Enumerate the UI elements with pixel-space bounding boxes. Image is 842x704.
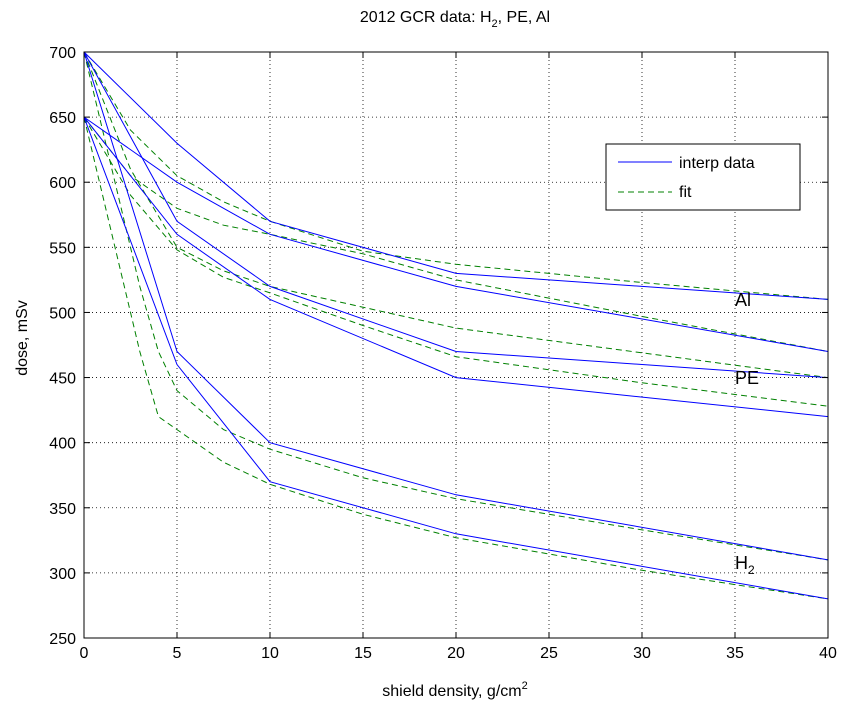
interp-line-pe [83,116,829,418]
y-tick-label: 650 [49,110,76,127]
grid [84,52,828,638]
y-tick-label: 600 [49,175,76,192]
chart-title: 2012 GCR data: H2, PE, Al [360,9,550,30]
interp-line-al [83,116,829,352]
x-tick-label: 40 [819,645,837,662]
fit-line-al [83,116,829,352]
interp-line-h2 [83,116,829,600]
fit-line-h2 [83,51,829,561]
y-tick-label: 400 [49,436,76,453]
annotation-label: H2 [735,553,755,577]
x-tick-label: 30 [633,645,651,662]
interp-line-pe [83,51,829,379]
annotation-label: PE [735,368,759,388]
y-tick-label: 550 [49,240,76,257]
y-tick-label: 500 [49,305,76,322]
x-tick-label: 15 [354,645,372,662]
x-tick-label: 10 [261,645,279,662]
y-axis-title: dose, mSv [14,300,31,376]
x-tick-label: 5 [173,645,182,662]
legend-label-fit: fit [679,184,692,201]
x-tick-label: 20 [447,645,465,662]
legend: interp data fit [605,143,801,211]
x-tick-label: 0 [80,645,89,662]
plot-frame [83,51,829,639]
fit-line-al [83,51,829,300]
y-tick-label: 350 [49,501,76,518]
ticks: 0 5 10 15 20 25 30 35 40 250 300 350 400 450 500 550 600… [49,45,837,662]
x-tick-label: 35 [726,645,744,662]
fit-line-pe [83,116,829,407]
fit-line-pe [83,51,829,379]
y-tick-label: 250 [49,631,76,648]
x-tick-label: 25 [540,645,558,662]
annotation-label: Al [735,290,751,310]
fit-line-h2 [83,116,829,600]
legend-box [605,143,801,211]
y-tick-label: 450 [49,371,76,388]
interp-line-al [83,51,829,300]
legend-label-interp: interp data [679,155,755,172]
series-layer [83,51,829,600]
xlabel-superscript: 2 [522,680,528,692]
title-subscript: 2 [492,18,498,30]
x-axis-title: shield density, g/cm2 [382,680,527,700]
interp-line-h2 [83,51,829,561]
annotations: Al PE H2 [735,290,759,577]
y-tick-label: 700 [49,45,76,62]
y-tick-label: 300 [49,566,76,583]
